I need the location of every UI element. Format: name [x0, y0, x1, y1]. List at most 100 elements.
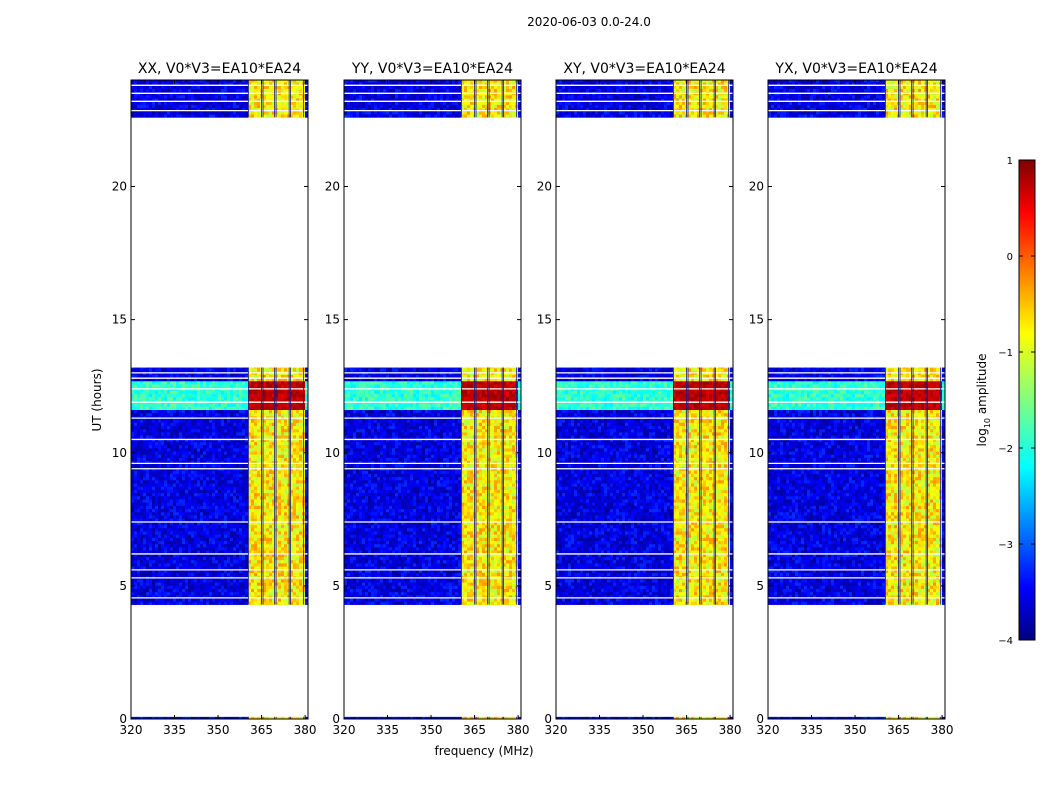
- heatmap-cell: [263, 432, 266, 436]
- heatmap-cell: [182, 547, 185, 551]
- heatmap-cell: [203, 477, 206, 481]
- heatmap-cell: [152, 579, 155, 583]
- heatmap-cell: [278, 454, 281, 458]
- heatmap-cell: [143, 582, 146, 586]
- heatmap-cell: [284, 397, 287, 401]
- heatmap-cell: [245, 573, 248, 577]
- heatmap-cell: [176, 502, 179, 506]
- heatmap-cell: [149, 598, 152, 602]
- heatmap-cell: [266, 489, 269, 493]
- heatmap-cell: [281, 525, 284, 529]
- heatmap-cell: [143, 537, 146, 541]
- heatmap-cell: [221, 589, 224, 593]
- heatmap-cell: [200, 544, 203, 548]
- heatmap-cell: [266, 384, 269, 388]
- heatmap-cell: [254, 547, 257, 551]
- heatmap-cell: [179, 509, 182, 513]
- heatmap-cell: [188, 95, 191, 99]
- heatmap-cell: [158, 384, 161, 388]
- heatmap-cell: [296, 566, 299, 570]
- heatmap-cell: [176, 582, 179, 586]
- heatmap-cell: [269, 525, 272, 529]
- heatmap-cell: [200, 384, 203, 388]
- heatmap-cell: [170, 525, 173, 529]
- heatmap-cell: [257, 534, 260, 538]
- heatmap-cell: [233, 445, 236, 449]
- heatmap-cell: [194, 368, 197, 369]
- heatmap-cell: [200, 470, 203, 474]
- heatmap-cell: [152, 537, 155, 541]
- heatmap-cell: [218, 550, 221, 554]
- heatmap-cell: [224, 579, 227, 583]
- heatmap-cell: [215, 464, 218, 468]
- heatmap-cell: [200, 474, 203, 478]
- heatmap-cell: [203, 557, 206, 561]
- heatmap-cell: [206, 592, 209, 596]
- heatmap-cell: [224, 403, 227, 407]
- heatmap-cell: [245, 547, 248, 551]
- heatmap-cell: [263, 435, 266, 439]
- heatmap-cell: [230, 598, 233, 602]
- heatmap-cell: [245, 550, 248, 554]
- heatmap-cell: [221, 496, 224, 500]
- heatmap-cell: [275, 557, 278, 561]
- heatmap-cell: [221, 95, 224, 99]
- heatmap-cell: [170, 104, 173, 108]
- heatmap-cell: [266, 422, 269, 426]
- heatmap-cell: [188, 89, 191, 93]
- heatmap-cell: [230, 454, 233, 458]
- heatmap-cell: [197, 592, 200, 596]
- heatmap-cell: [179, 560, 182, 564]
- heatmap-cell: [230, 550, 233, 554]
- heatmap-cell: [275, 406, 278, 410]
- heatmap-cell: [155, 566, 158, 570]
- heatmap-cell: [239, 448, 242, 452]
- heatmap-cell: [284, 483, 287, 487]
- heatmap-cell: [266, 502, 269, 506]
- heatmap-cell: [149, 394, 152, 398]
- heatmap-cell: [170, 429, 173, 433]
- heatmap-cell: [266, 483, 269, 487]
- heatmap-cell: [176, 547, 179, 551]
- heatmap-cell: [281, 435, 284, 439]
- heatmap-cell: [215, 544, 218, 548]
- heatmap-cell: [254, 550, 257, 554]
- heatmap-cell: [185, 413, 188, 417]
- heatmap-cell: [173, 442, 176, 446]
- heatmap-cell: [221, 374, 224, 378]
- heatmap-cell: [233, 505, 236, 509]
- heatmap-cell: [167, 448, 170, 452]
- heatmap-cell: [218, 499, 221, 503]
- heatmap-cell: [299, 114, 302, 118]
- heatmap-cell: [233, 496, 236, 500]
- heatmap-cell: [131, 483, 134, 487]
- heatmap-cell: [299, 582, 302, 586]
- heatmap-cell: [275, 95, 278, 99]
- heatmap-cell: [185, 451, 188, 455]
- heatmap-cell: [176, 454, 179, 458]
- heatmap-cell: [200, 560, 203, 564]
- heatmap-cell: [143, 403, 146, 407]
- heatmap-cell: [137, 547, 140, 551]
- heatmap-cell: [134, 474, 137, 478]
- heatmap-cell: [143, 397, 146, 401]
- heatmap-cell: [206, 525, 209, 529]
- heatmap-cell: [254, 114, 257, 118]
- heatmap-cell: [278, 381, 281, 385]
- heatmap-cell: [242, 499, 245, 503]
- heatmap-cell: [215, 422, 218, 426]
- heatmap-cell: [227, 445, 230, 449]
- heatmap-cell: [194, 474, 197, 478]
- heatmap-cell: [167, 381, 170, 385]
- heatmap-cell: [140, 560, 143, 564]
- heatmap-cell: [296, 111, 299, 115]
- heatmap-cell: [164, 541, 167, 545]
- heatmap-cell: [281, 406, 284, 410]
- heatmap-cell: [218, 104, 221, 108]
- heatmap-cell: [218, 493, 221, 497]
- heatmap-cell: [266, 585, 269, 589]
- heatmap-cell: [182, 368, 185, 372]
- heatmap-cell: [266, 368, 269, 369]
- heatmap-cell: [161, 502, 164, 506]
- heatmap-cell: [287, 541, 290, 545]
